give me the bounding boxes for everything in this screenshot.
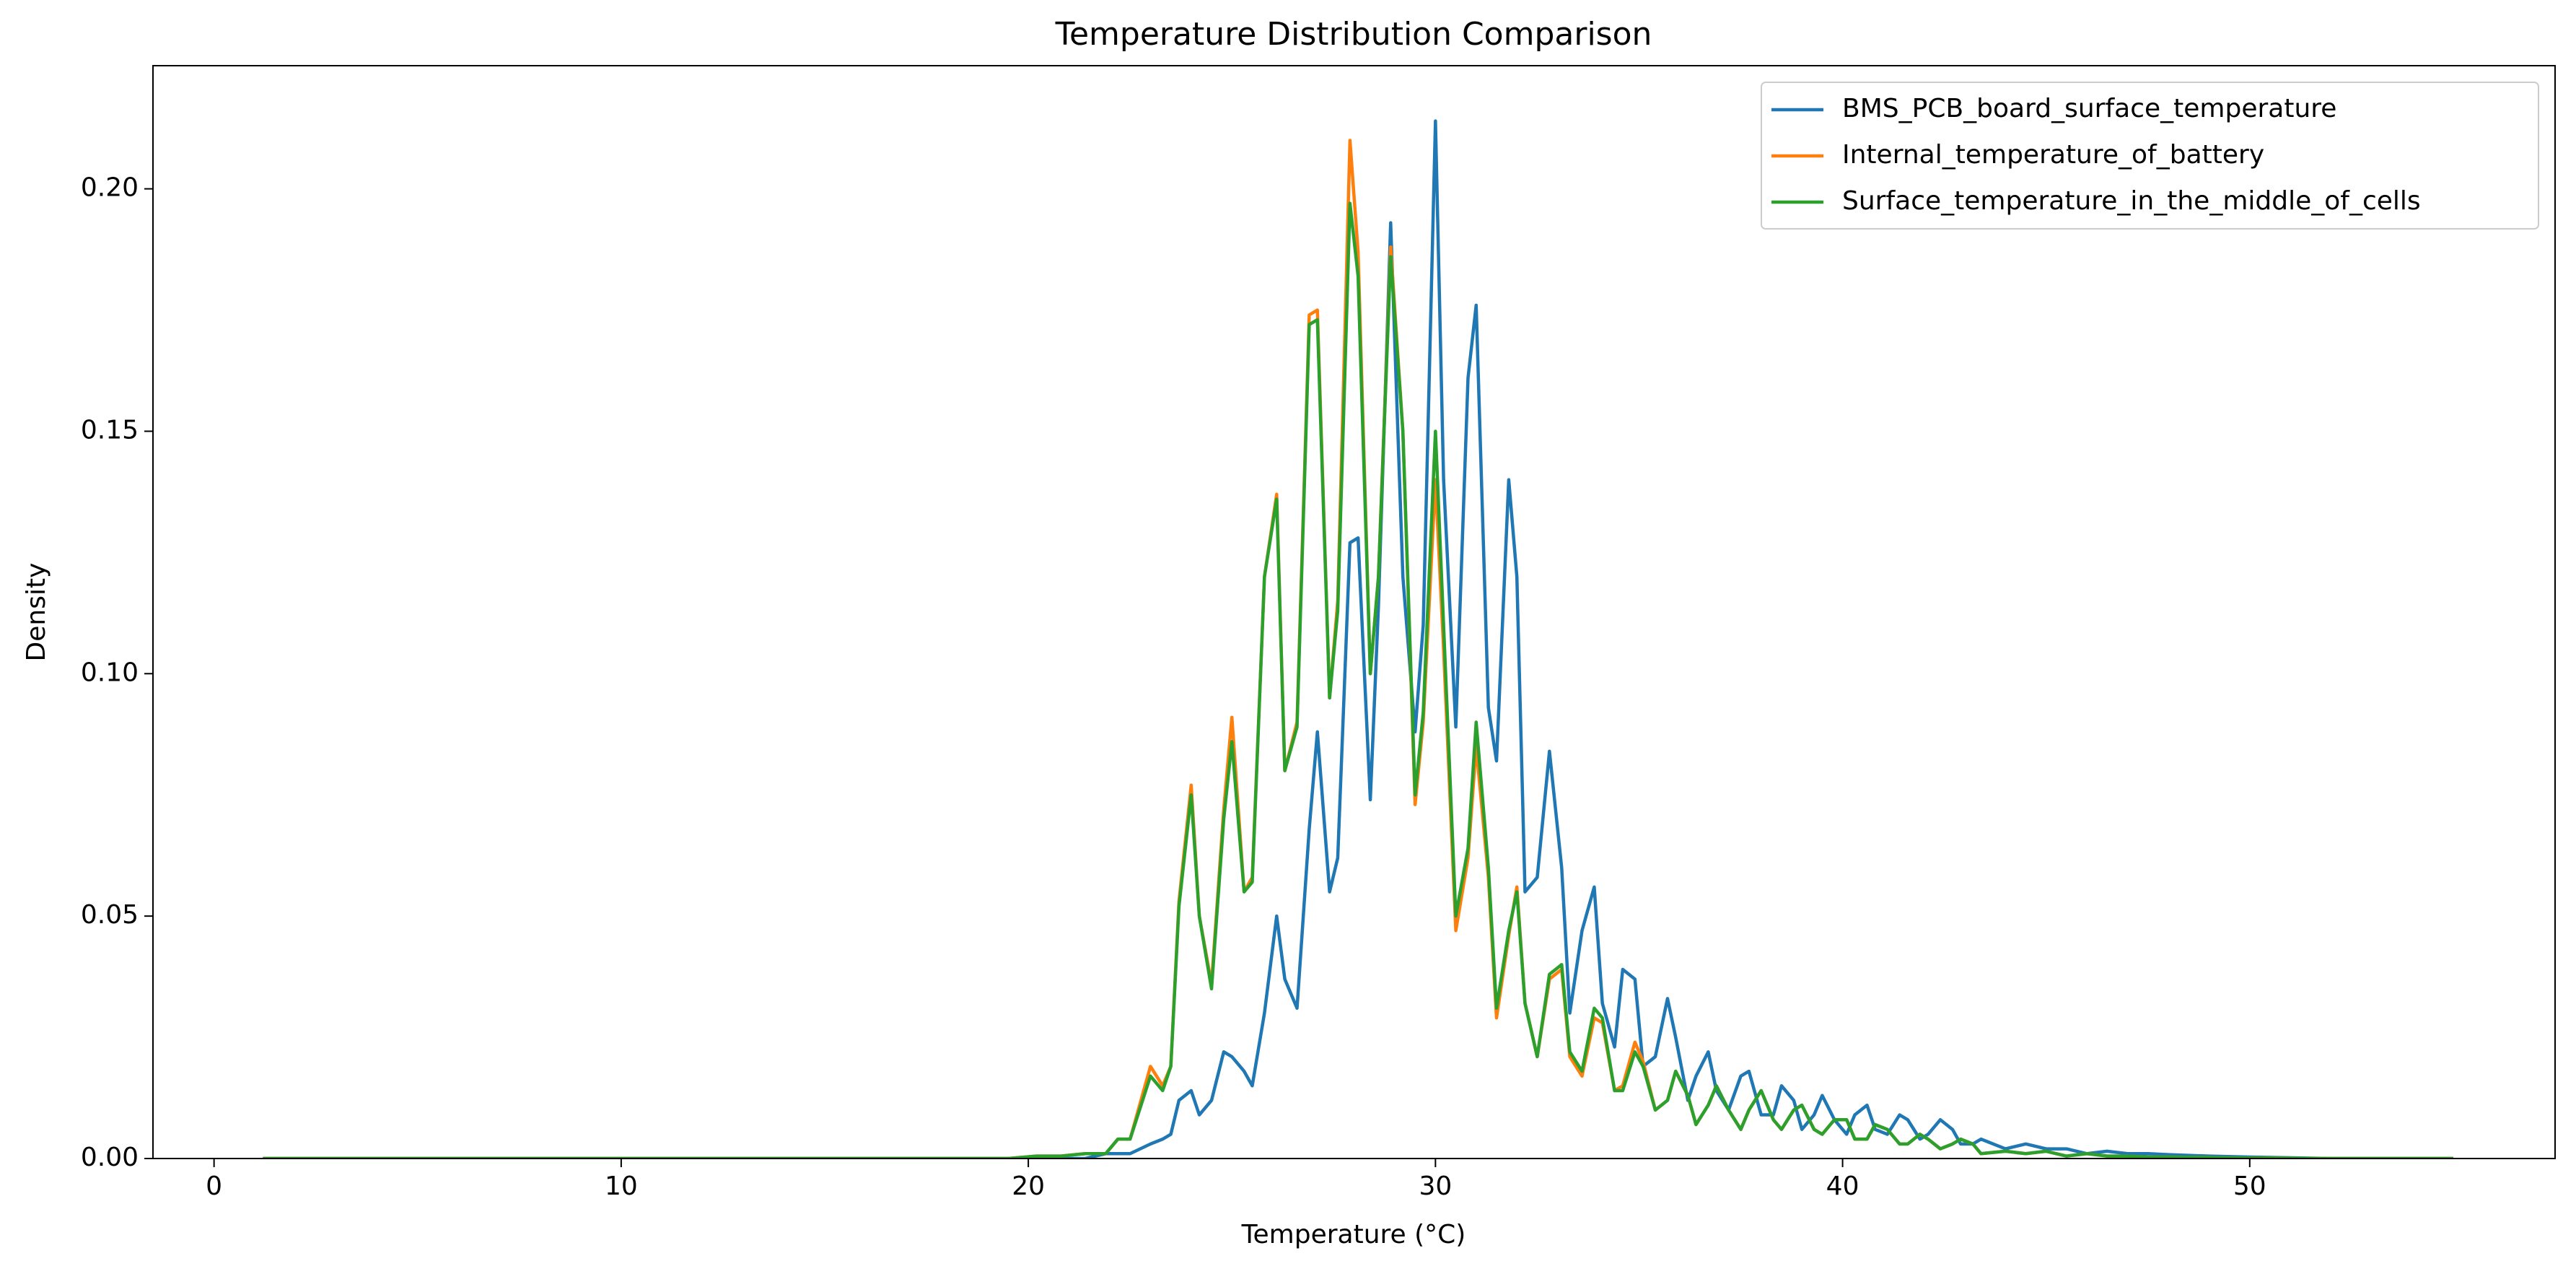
data-line bbox=[263, 201, 2453, 1159]
y-tick-label: 0.15 bbox=[81, 415, 139, 445]
legend-label: Internal_temperature_of_battery bbox=[1842, 140, 2264, 170]
x-tick-label: 10 bbox=[605, 1172, 638, 1201]
legend-label: BMS_PCB_board_surface_temperature bbox=[1842, 94, 2336, 123]
data-line bbox=[263, 119, 2453, 1159]
y-tick-label: 0.05 bbox=[81, 900, 139, 930]
x-tick-label: 40 bbox=[1826, 1172, 1859, 1201]
chart-title: Temperature Distribution Comparison bbox=[1055, 16, 1652, 53]
y-tick-label: 0.00 bbox=[81, 1143, 139, 1172]
plot-frame bbox=[152, 65, 2556, 1159]
x-tick-label: 30 bbox=[1419, 1172, 1452, 1201]
y-tick-label: 0.10 bbox=[81, 658, 139, 687]
y-axis-label: Density bbox=[22, 563, 51, 662]
x-tick-label: 20 bbox=[1012, 1172, 1045, 1201]
x-axis-label: Temperature (°C) bbox=[1241, 1220, 1466, 1249]
x-tick-label: 50 bbox=[2233, 1172, 2266, 1201]
legend-label: Surface_temperature_in_the_middle_of_cel… bbox=[1842, 186, 2421, 216]
legend-box bbox=[1761, 82, 2539, 230]
y-tick-label: 0.20 bbox=[81, 173, 139, 203]
x-tick-label: 0 bbox=[206, 1172, 222, 1201]
